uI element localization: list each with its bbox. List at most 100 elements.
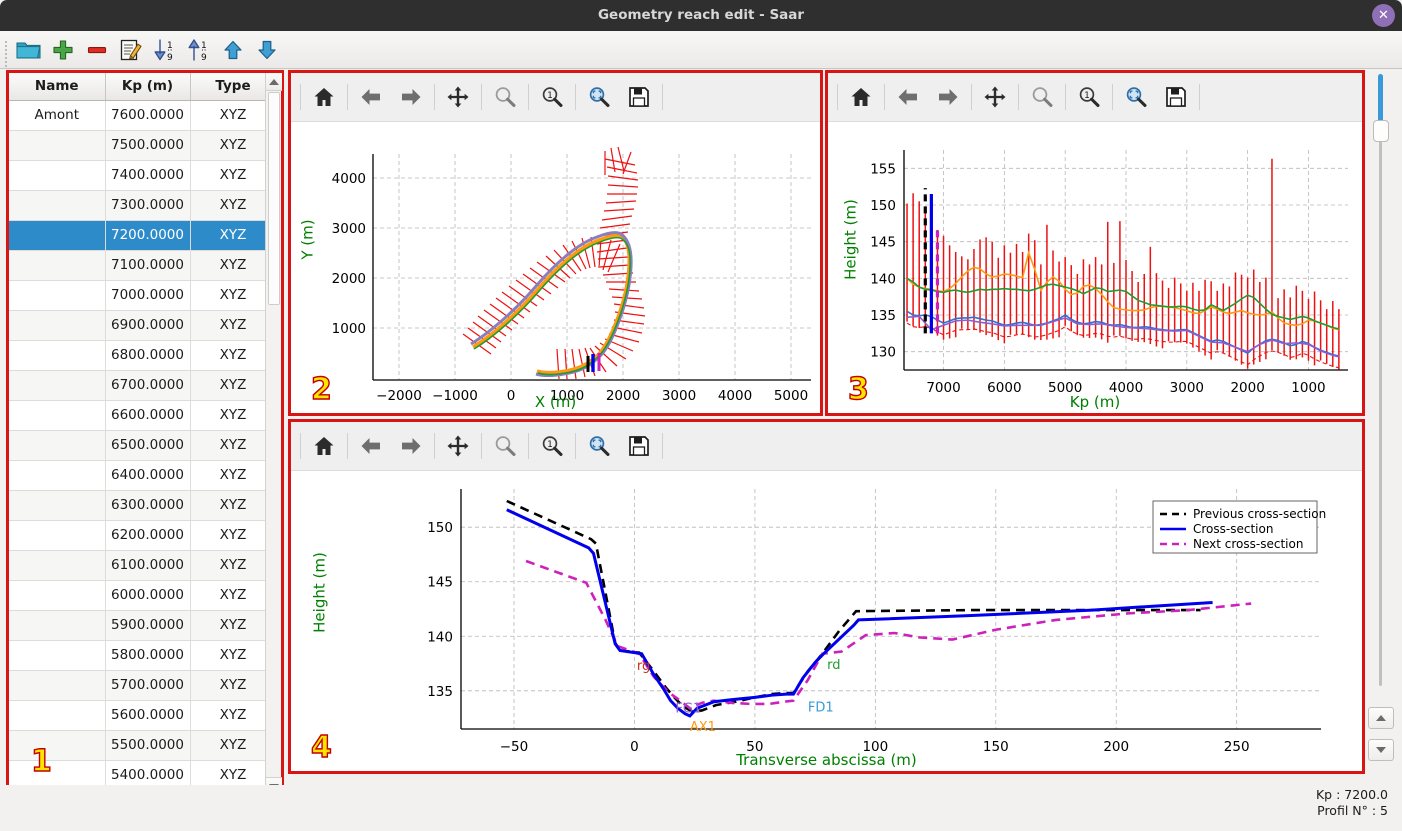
- pan-button-p4[interactable]: [438, 426, 478, 466]
- table-row[interactable]: 7000.0000 XYZ: [9, 280, 277, 311]
- cell-name[interactable]: [9, 250, 106, 281]
- cell-type[interactable]: XYZ: [190, 430, 277, 461]
- table-row[interactable]: 7500.0000 XYZ: [9, 130, 277, 161]
- column-header-type[interactable]: Type: [190, 73, 277, 101]
- cell-name[interactable]: [9, 400, 106, 431]
- cell-kp[interactable]: 5600.0000: [105, 700, 191, 731]
- cell-name[interactable]: [9, 340, 106, 371]
- table-row[interactable]: 7100.0000 XYZ: [9, 250, 277, 281]
- cell-type[interactable]: XYZ: [190, 670, 277, 701]
- edit-row-button[interactable]: [116, 35, 146, 65]
- cell-kp[interactable]: 6800.0000: [105, 340, 191, 371]
- move-up-button[interactable]: [218, 35, 248, 65]
- cell-kp[interactable]: 6500.0000: [105, 430, 191, 461]
- longitudinal-profile-plot[interactable]: 7000 6000 5000 4000 3000 2000 1000 130 135 140 14…: [828, 122, 1362, 413]
- cell-type[interactable]: XYZ: [190, 160, 277, 191]
- cell-name[interactable]: [9, 460, 106, 491]
- cell-kp[interactable]: 6900.0000: [105, 310, 191, 341]
- cell-name[interactable]: [9, 220, 106, 251]
- cell-kp[interactable]: 7600.0000: [105, 100, 191, 131]
- cell-kp[interactable]: 6000.0000: [105, 580, 191, 611]
- cell-type[interactable]: XYZ: [190, 520, 277, 551]
- zoom-fit-button-p4[interactable]: [579, 426, 619, 466]
- cell-kp[interactable]: 6700.0000: [105, 370, 191, 401]
- cell-name[interactable]: [9, 160, 106, 191]
- cell-name[interactable]: [9, 130, 106, 161]
- cell-type[interactable]: XYZ: [190, 550, 277, 581]
- cell-kp[interactable]: 5800.0000: [105, 640, 191, 671]
- cell-type[interactable]: XYZ: [190, 340, 277, 371]
- cell-name[interactable]: [9, 640, 106, 671]
- cell-type[interactable]: XYZ: [190, 490, 277, 521]
- sort-ascending-button[interactable]: 1 9: [184, 35, 214, 65]
- table-row[interactable]: 6500.0000 XYZ: [9, 430, 277, 461]
- cell-name[interactable]: Amont: [9, 100, 106, 131]
- move-down-button[interactable]: [252, 35, 282, 65]
- table-row[interactable]: 6100.0000 XYZ: [9, 550, 277, 581]
- cell-type[interactable]: XYZ: [190, 220, 277, 251]
- cell-name[interactable]: [9, 550, 106, 581]
- zoom-one-button-p2[interactable]: 1: [532, 77, 572, 117]
- cell-type[interactable]: XYZ: [190, 370, 277, 401]
- table-row[interactable]: 7300.0000 XYZ: [9, 190, 277, 221]
- cell-kp[interactable]: 5500.0000: [105, 730, 191, 761]
- table-scrollbar[interactable]: [265, 73, 282, 795]
- cell-name[interactable]: [9, 700, 106, 731]
- zoom-button-p3[interactable]: [1022, 77, 1062, 117]
- step-down-button[interactable]: [1368, 739, 1394, 761]
- toolbar-grip[interactable]: [4, 39, 10, 67]
- zoom-one-button-p4[interactable]: 1: [532, 426, 572, 466]
- table-row[interactable]: 5800.0000 XYZ: [9, 640, 277, 671]
- table-row[interactable]: 6600.0000 XYZ: [9, 400, 277, 431]
- cell-kp[interactable]: 5900.0000: [105, 610, 191, 641]
- table-row[interactable]: Amont 7600.0000 XYZ: [9, 100, 277, 131]
- table-row[interactable]: 6800.0000 XYZ: [9, 340, 277, 371]
- zoom-button-p4[interactable]: [485, 426, 525, 466]
- home-button-p2[interactable]: [304, 77, 344, 117]
- scrollbar-thumb[interactable]: [268, 92, 280, 305]
- table-row[interactable]: 6200.0000 XYZ: [9, 520, 277, 551]
- zoom-fit-button-p3[interactable]: [1116, 77, 1156, 117]
- cell-kp[interactable]: 6200.0000: [105, 520, 191, 551]
- cell-type[interactable]: XYZ: [190, 400, 277, 431]
- cell-type[interactable]: XYZ: [190, 640, 277, 671]
- cell-type[interactable]: XYZ: [190, 130, 277, 161]
- zoom-one-button-p3[interactable]: 1: [1069, 77, 1109, 117]
- reach-points-table-wrapper[interactable]: Name Kp (m) Type Amont 7600.0000 XYZ 7500.0…: [9, 73, 281, 795]
- table-row[interactable]: 7200.0000 XYZ: [9, 220, 277, 251]
- cell-name[interactable]: [9, 370, 106, 401]
- cell-kp[interactable]: 7300.0000: [105, 190, 191, 221]
- column-header-kp[interactable]: Kp (m): [105, 73, 191, 101]
- table-row[interactable]: 5900.0000 XYZ: [9, 610, 277, 641]
- cell-type[interactable]: XYZ: [190, 190, 277, 221]
- cell-kp[interactable]: 6400.0000: [105, 460, 191, 491]
- open-folder-button[interactable]: [14, 35, 44, 65]
- table-row[interactable]: 5700.0000 XYZ: [9, 670, 277, 701]
- cell-kp[interactable]: 6300.0000: [105, 490, 191, 521]
- cell-type[interactable]: XYZ: [190, 700, 277, 731]
- reach-position-slider[interactable]: [1371, 70, 1389, 690]
- cross-section-plot[interactable]: rg FG1 AX1 rd FD1 −50 0 50 100 150 200 250 135 140 1…: [291, 471, 1362, 771]
- table-row[interactable]: 5600.0000 XYZ: [9, 700, 277, 731]
- scroll-up-arrow[interactable]: [266, 73, 282, 91]
- cell-name[interactable]: [9, 430, 106, 461]
- cell-kp[interactable]: 6600.0000: [105, 400, 191, 431]
- cell-type[interactable]: XYZ: [190, 610, 277, 641]
- cell-kp[interactable]: 5700.0000: [105, 670, 191, 701]
- home-button-p4[interactable]: [304, 426, 344, 466]
- cell-kp[interactable]: 7500.0000: [105, 130, 191, 161]
- slider-thumb[interactable]: [1373, 120, 1389, 142]
- cell-name[interactable]: [9, 670, 106, 701]
- cell-name[interactable]: [9, 190, 106, 221]
- cell-type[interactable]: XYZ: [190, 100, 277, 131]
- zoom-button-p2[interactable]: [485, 77, 525, 117]
- cell-kp[interactable]: 7000.0000: [105, 280, 191, 311]
- cell-name[interactable]: [9, 610, 106, 641]
- cell-name[interactable]: [9, 280, 106, 311]
- back-button-p4[interactable]: [351, 426, 391, 466]
- pan-button-p3[interactable]: [975, 77, 1015, 117]
- pan-button-p2[interactable]: [438, 77, 478, 117]
- add-row-button[interactable]: [48, 35, 78, 65]
- cell-type[interactable]: XYZ: [190, 310, 277, 341]
- save-button-p4[interactable]: [619, 426, 659, 466]
